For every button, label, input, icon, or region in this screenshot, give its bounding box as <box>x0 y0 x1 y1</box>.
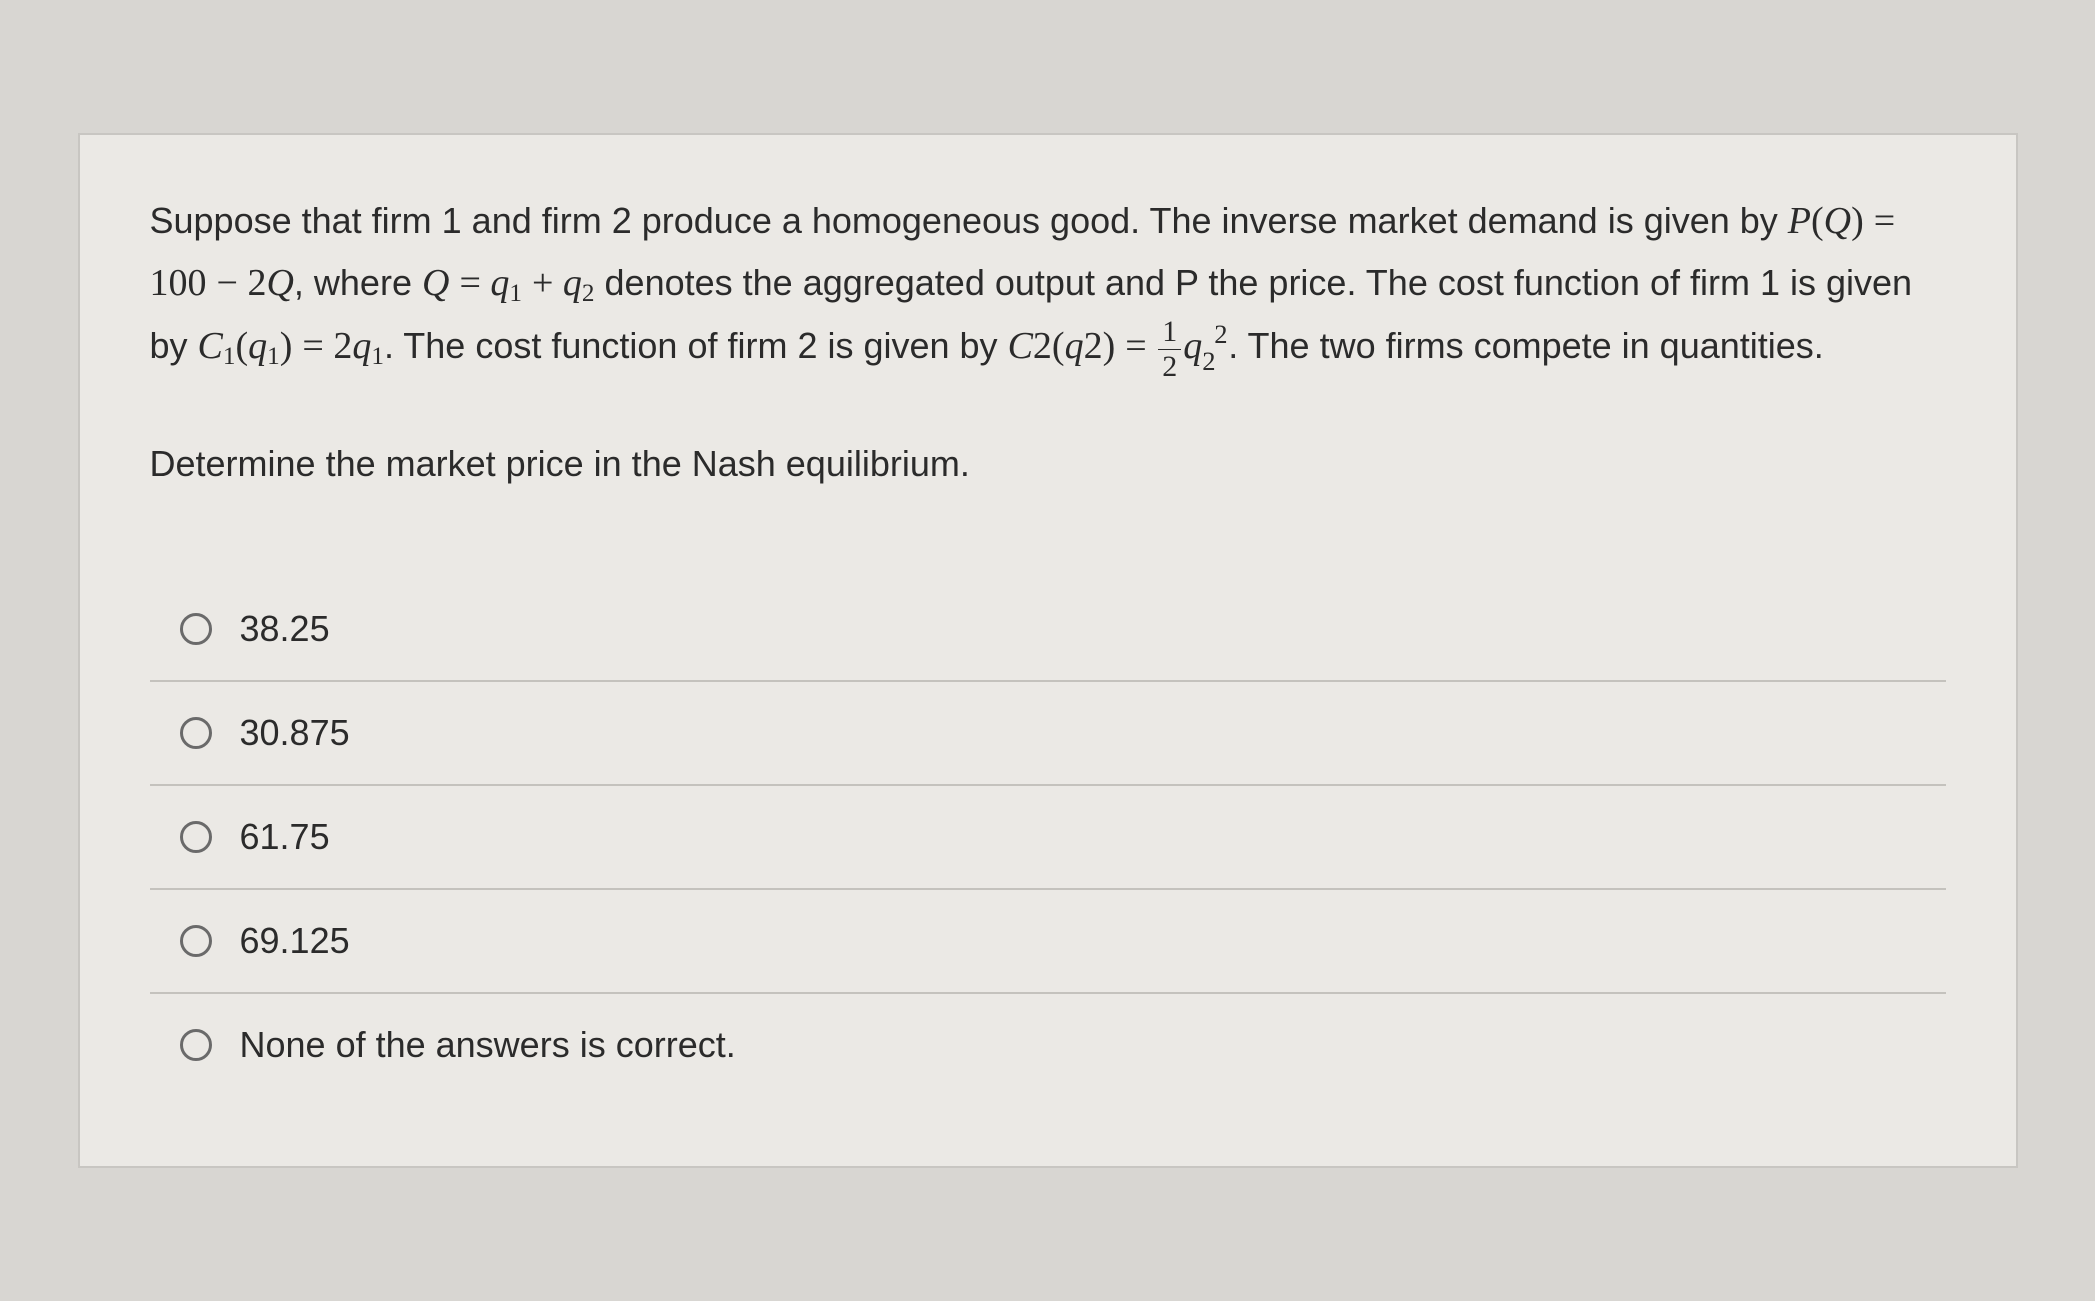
option-row[interactable]: 30.875 <box>150 682 1946 786</box>
text-segment: , where <box>294 262 422 303</box>
radio-icon[interactable] <box>180 925 212 957</box>
math-sub: 1 <box>223 343 236 370</box>
math-var: Q <box>422 262 449 304</box>
math-subsup: 22 <box>1202 315 1228 378</box>
option-row[interactable]: 69.125 <box>150 890 1946 994</box>
math-var: q <box>352 325 371 367</box>
option-label: 61.75 <box>240 816 330 858</box>
math-var: q <box>1183 325 1202 367</box>
option-row[interactable]: 61.75 <box>150 786 1946 890</box>
math-var: q <box>1065 325 1084 367</box>
text-segment: . The two firms compete in quantities. <box>1228 325 1824 366</box>
option-label: None of the answers is correct. <box>240 1024 736 1066</box>
radio-icon[interactable] <box>180 1029 212 1061</box>
question-card: Suppose that firm 1 and firm 2 produce a… <box>78 133 2018 1169</box>
math-var: q <box>248 325 267 367</box>
math-sub: 1 <box>267 343 280 370</box>
math-plus: + <box>532 262 563 304</box>
options-list: 38.25 30.875 61.75 69.125 None of the an… <box>150 578 1946 1096</box>
math-num: 100 <box>150 262 207 304</box>
math-eq: = <box>1125 325 1156 367</box>
math-var: P <box>1788 200 1811 242</box>
radio-icon[interactable] <box>180 821 212 853</box>
option-row[interactable]: 38.25 <box>150 578 1946 682</box>
math-eq: = <box>1874 200 1895 242</box>
math-num: 2 <box>333 325 352 367</box>
math-var: C <box>198 325 223 367</box>
math-paren: ) <box>1103 325 1116 367</box>
math-var: q <box>563 262 582 304</box>
math-eq: = <box>459 262 490 304</box>
radio-icon[interactable] <box>180 717 212 749</box>
text-segment: . The cost function of firm 2 is given b… <box>384 325 1008 366</box>
math-paren: ( <box>1811 200 1824 242</box>
math-num: 2 <box>247 262 266 304</box>
option-row[interactable]: None of the answers is correct. <box>150 994 1946 1096</box>
math-paren: ( <box>235 325 248 367</box>
math-num: 2 <box>1033 325 1052 367</box>
math-paren: ) <box>280 325 293 367</box>
option-label: 30.875 <box>240 712 350 754</box>
text-segment: Suppose that firm 1 and firm 2 produce a… <box>150 200 1788 241</box>
math-sup: 2 <box>1214 313 1227 357</box>
math-paren: ) <box>1851 200 1864 242</box>
math-sub: 1 <box>509 280 522 307</box>
fraction-denominator: 2 <box>1158 350 1181 382</box>
option-label: 38.25 <box>240 608 330 650</box>
question-prompt: Determine the market price in the Nash e… <box>150 434 1946 493</box>
math-eq: = <box>302 325 333 367</box>
math-num: 2 <box>1084 325 1103 367</box>
radio-icon[interactable] <box>180 613 212 645</box>
math-fraction: 1 2 <box>1158 317 1181 382</box>
math-sub: 2 <box>582 280 595 307</box>
fraction-numerator: 1 <box>1158 317 1181 350</box>
math-var: C <box>1008 325 1033 367</box>
math-var: Q <box>266 262 293 304</box>
math-var: q <box>490 262 509 304</box>
option-label: 69.125 <box>240 920 350 962</box>
math-paren: ( <box>1052 325 1065 367</box>
question-text: Suppose that firm 1 and firm 2 produce a… <box>150 190 1946 382</box>
math-sub: 1 <box>371 343 384 370</box>
math-minus: − <box>217 262 248 304</box>
math-var: Q <box>1824 200 1851 242</box>
